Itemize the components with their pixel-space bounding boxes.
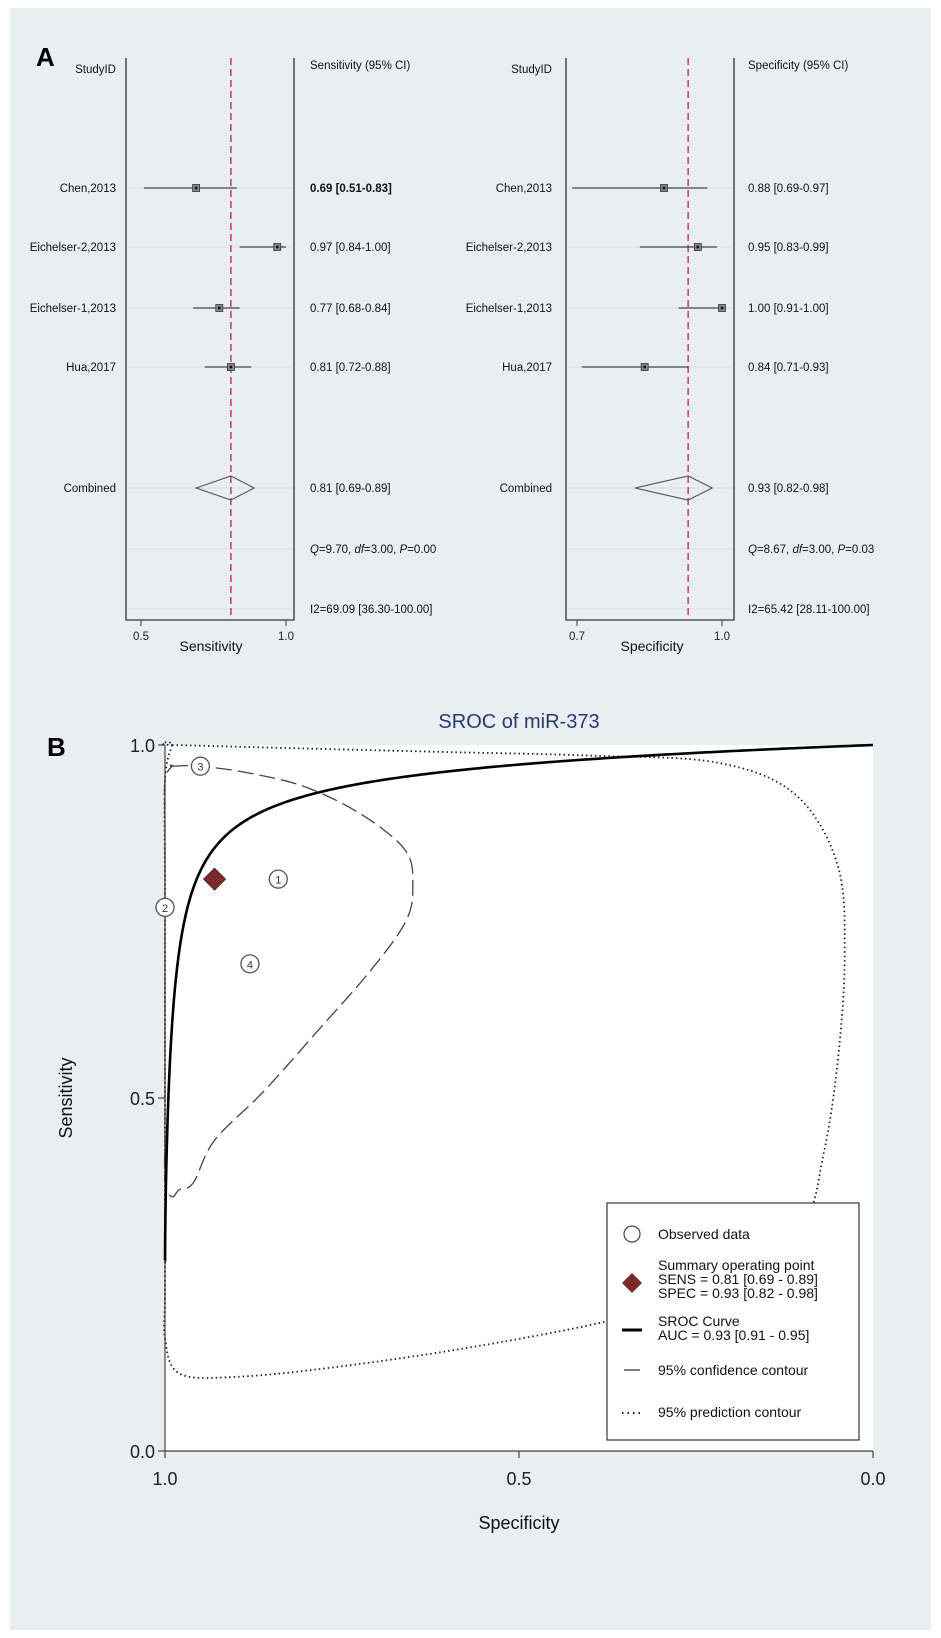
observed-point (240, 954, 260, 974)
observed-point-label: 3 (197, 762, 203, 774)
study-name: Eichelser-2,2013 (466, 242, 552, 254)
ci-label: 0.81 [0.72-0.88] (310, 362, 391, 374)
combined-label: Combined (64, 483, 116, 495)
panel-label-b: B (47, 732, 66, 762)
x-axis-label: Sensitivity (179, 638, 242, 654)
figure-svg: A B 0.5 1.0 Sensitivity StudyID Sensitivity … (30, 42, 886, 1533)
combined-ci-label: 0.93 [0.82-0.98] (748, 483, 829, 495)
study-name: Chen,2013 (60, 183, 116, 195)
ci-label: 0.88 [0.69-0.97] (748, 183, 829, 195)
point-estimate-center (720, 306, 724, 310)
x-tick-label: 0.5 (133, 631, 149, 643)
figure-panel: A B 0.5 1.0 Sensitivity StudyID Sensitivity … (10, 8, 931, 1630)
ci-label: 0.69 [0.51-0.83] (310, 183, 392, 195)
header-ci: Sensitivity (95% CI) (310, 60, 411, 72)
combined-diamond (194, 475, 256, 501)
x-tick-label: 1.0 (714, 631, 730, 643)
study-name: Eichelser-1,2013 (466, 303, 552, 315)
legend-sroc-auc: AUC = 0.93 [0.91 - 0.95] (658, 1327, 809, 1343)
confidence-contour (163, 764, 414, 1198)
observed-point (190, 756, 211, 776)
y-tick-label: 1.0 (130, 736, 155, 756)
study-name: Hua,2017 (502, 362, 552, 374)
plot-frame (565, 58, 735, 621)
observed-point (155, 897, 175, 918)
legend-box (606, 1202, 860, 1441)
legend-summary-label: Summary operating point (658, 1257, 815, 1273)
x-tick-label: 1.0 (152, 1469, 177, 1489)
sroc-plot: SROC of miR-373 0.0 0.5 1.0 1.0 0.5 0.0 Specifi… (56, 711, 886, 1533)
legend-summary-spec: SPEC = 0.93 [0.82 - 0.98] (658, 1285, 818, 1301)
combined-diamond (634, 475, 714, 501)
point-estimate-center (662, 186, 666, 190)
ci-label: 1.00 [0.91-1.00] (748, 303, 829, 315)
header-studyid: StudyID (75, 64, 116, 76)
summary-point (202, 867, 227, 891)
combined-label: Combined (500, 483, 552, 495)
plot-frame (125, 58, 295, 621)
y-tick-label: 0.5 (130, 1089, 155, 1109)
observed-point-label: 2 (162, 903, 168, 915)
observed-point-label: 1 (275, 875, 281, 887)
header-ci: Specificity (95% CI) (748, 60, 849, 72)
ci-label: 0.95 [0.83-0.99] (748, 242, 829, 254)
heterogeneity-q: Q=9.70, df=3.00, P=0.00 (310, 544, 436, 556)
x-tick-label: 1.0 (278, 631, 294, 643)
ci-label: 0.84 [0.71-0.93] (748, 362, 829, 374)
legend-confidence-label: 95% confidence contour (658, 1362, 809, 1378)
study-name: Eichelser-2,2013 (30, 242, 116, 254)
x-tick-label: 0.0 (860, 1469, 885, 1489)
x-axis-label: Specificity (620, 638, 683, 654)
point-estimate-center (194, 186, 198, 190)
y-tick-label: 0.0 (130, 1442, 155, 1462)
ci-label: 0.97 [0.84-1.00] (310, 242, 391, 254)
ci-label: 0.77 [0.68-0.84] (310, 303, 391, 315)
forest-plot-specificity: 0.7 1.0 Specificity StudyID Specificity (95%… (466, 58, 874, 654)
chart-title: SROC of miR-373 (438, 711, 599, 733)
sroc-curve (163, 743, 874, 1262)
study-name: Eichelser-1,2013 (30, 303, 116, 315)
x-tick-label: 0.7 (569, 631, 585, 643)
panel-label-a: A (36, 42, 55, 72)
x-axis-label: Specificity (478, 1513, 559, 1533)
study-name: Hua,2017 (66, 362, 116, 374)
point-estimate-center (643, 365, 646, 369)
heterogeneity-i2: I2=69.09 [36.30-100.00] (310, 604, 432, 616)
header-studyid: StudyID (511, 64, 552, 76)
forest-plot-sensitivity: 0.5 1.0 Sensitivity StudyID Sensitivity (95%… (30, 58, 436, 654)
legend-observed-label: Observed data (658, 1226, 750, 1242)
observed-point (268, 869, 288, 889)
point-estimate-center (696, 245, 700, 249)
x-tick-label: 0.5 (506, 1469, 531, 1489)
point-estimate-center (276, 245, 279, 249)
legend-prediction-label: 95% prediction contour (658, 1404, 802, 1420)
y-axis-label: Sensitivity (56, 1057, 76, 1138)
combined-ci-label: 0.81 [0.69-0.89] (310, 483, 391, 495)
legend-summary-sens: SENS = 0.81 [0.69 - 0.89] (658, 1271, 818, 1287)
heterogeneity-q: Q=8.67, df=3.00, P=0.03 (748, 544, 874, 556)
heterogeneity-i2: I2=65.42 [28.11-100.00] (748, 604, 870, 616)
study-name: Chen,2013 (496, 183, 552, 195)
legend-observed-symbol (623, 1225, 641, 1243)
legend-summary-symbol (622, 1273, 642, 1293)
legend-sroc-label: SROC Curve (658, 1313, 740, 1329)
point-estimate-center (229, 365, 233, 369)
point-estimate-center (218, 306, 221, 310)
observed-point-label: 4 (247, 959, 253, 971)
